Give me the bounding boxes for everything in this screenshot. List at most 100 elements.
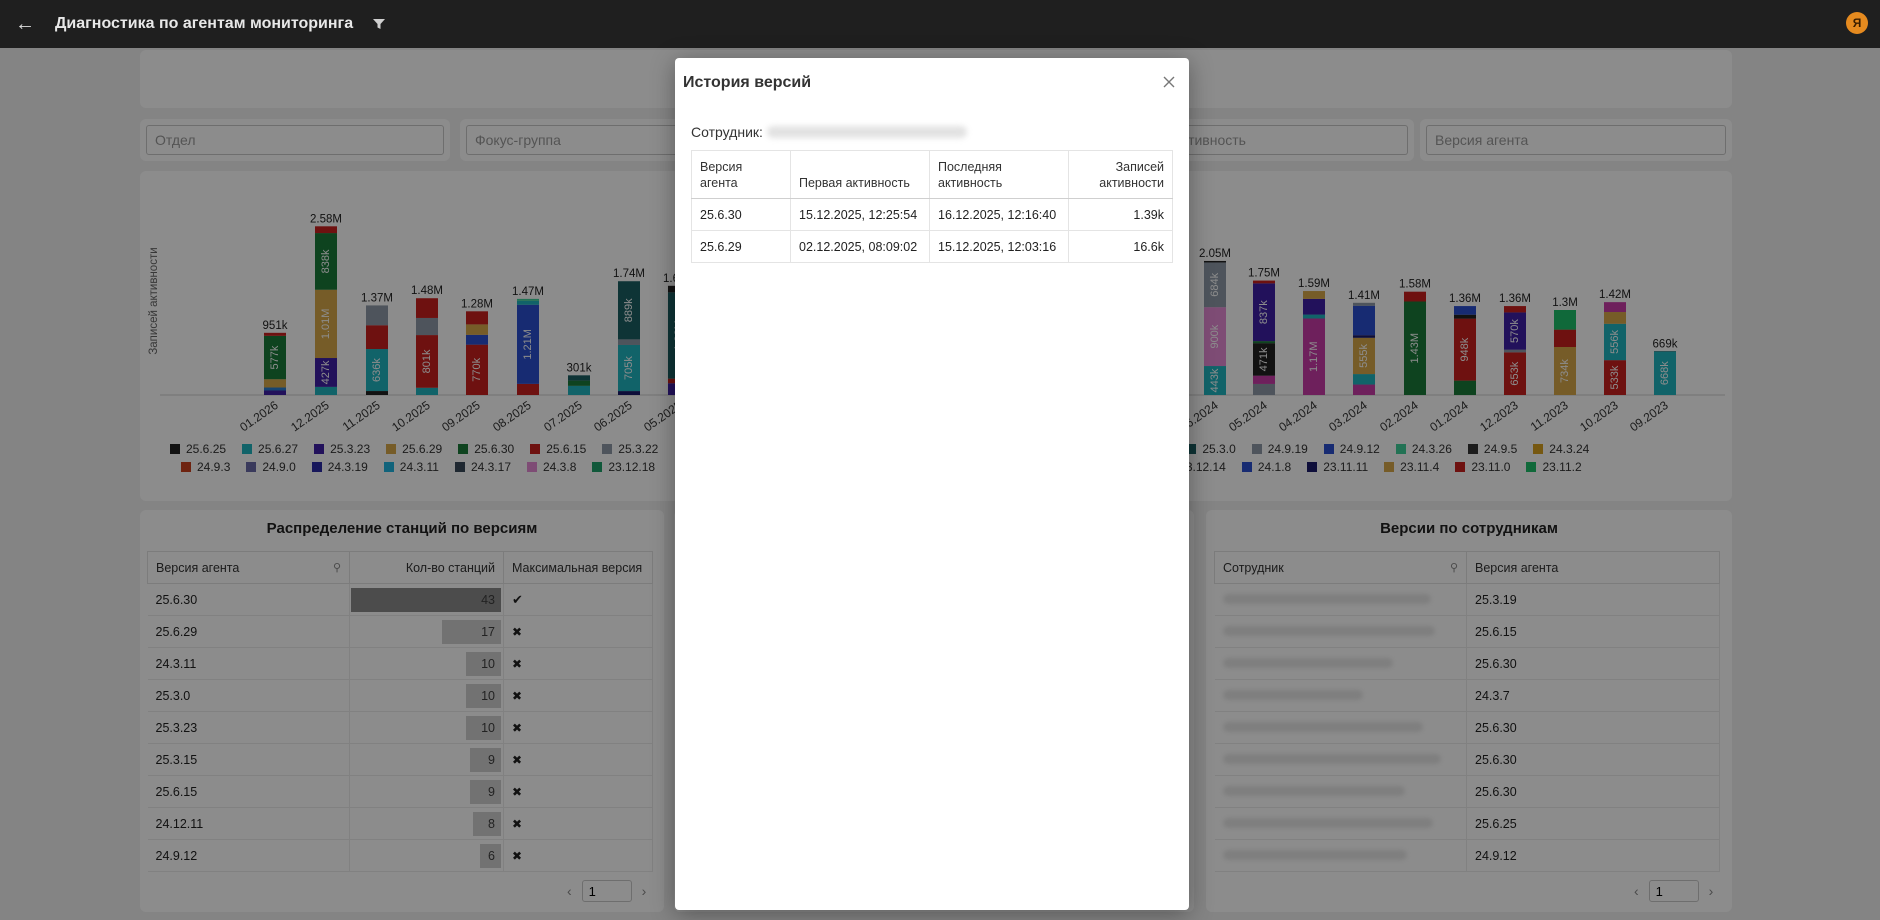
bar-segment[interactable] xyxy=(618,281,640,340)
bar-segment[interactable] xyxy=(1204,262,1226,308)
bar-segment[interactable] xyxy=(1303,318,1325,396)
bar-segment[interactable] xyxy=(366,325,388,350)
bar-segment[interactable] xyxy=(264,332,286,336)
search-icon[interactable]: ⚲ xyxy=(1449,561,1458,574)
table-row[interactable]: 24.3.7 xyxy=(1214,679,1720,712)
table-row[interactable]: 25.6.30 xyxy=(1214,775,1720,808)
bar-segment[interactable] xyxy=(1353,384,1375,395)
bar-segment[interactable] xyxy=(568,380,590,386)
legend-item[interactable]: 24.3.17 xyxy=(454,460,511,474)
next-page-icon[interactable]: › xyxy=(641,883,647,899)
legend-item[interactable]: 25.6.27 xyxy=(242,442,298,456)
table-row[interactable]: 24.9.12 xyxy=(1214,839,1720,872)
legend-item[interactable]: 23.11.0 xyxy=(1455,460,1510,474)
legend-item[interactable]: 24.3.11 xyxy=(383,460,439,474)
legend-item[interactable]: 24.9.0 xyxy=(246,460,296,474)
bar-segment[interactable] xyxy=(1353,335,1375,338)
bar-segment[interactable] xyxy=(1353,337,1375,375)
legend-item[interactable]: 24.9.12 xyxy=(1323,442,1380,456)
bar-segment[interactable] xyxy=(1454,314,1476,319)
bar-segment[interactable] xyxy=(315,233,337,290)
legend-item[interactable]: 24.3.8 xyxy=(527,460,576,474)
bar-segment[interactable] xyxy=(517,298,539,301)
bar-segment[interactable] xyxy=(618,344,640,392)
employees-page-input[interactable] xyxy=(1648,880,1699,902)
bar-segment[interactable] xyxy=(1353,374,1375,385)
legend-item[interactable]: 24.9.19 xyxy=(1251,442,1308,456)
stations-page-input[interactable] xyxy=(581,880,632,902)
bar-segment[interactable] xyxy=(1454,380,1476,395)
legend-item[interactable]: 24.3.24 xyxy=(1533,442,1589,456)
bar-segment[interactable] xyxy=(618,391,640,395)
prev-page-icon[interactable]: ‹ xyxy=(567,883,572,899)
bar-segment[interactable] xyxy=(466,334,488,345)
bar-segment[interactable] xyxy=(1404,291,1426,302)
bar-segment[interactable] xyxy=(1504,312,1526,350)
bar-segment[interactable] xyxy=(1554,310,1576,330)
bar-segment[interactable] xyxy=(517,383,539,395)
bar-segment[interactable] xyxy=(1604,302,1626,313)
stations-header-max[interactable]: Максимальная версия xyxy=(503,551,653,584)
bar-segment[interactable] xyxy=(315,289,337,359)
bar-segment[interactable] xyxy=(1504,352,1526,395)
bar-segment[interactable] xyxy=(1303,291,1325,299)
bar-segment[interactable] xyxy=(264,335,286,380)
legend-item[interactable]: 24.9.5 xyxy=(1467,442,1517,456)
stations-header-count[interactable]: Кол-во станций xyxy=(349,551,504,584)
bar-segment[interactable] xyxy=(1303,314,1325,319)
table-row[interactable]: 25.6.15 9 ✖ xyxy=(147,775,653,808)
header-first-activity[interactable]: Первая активность xyxy=(790,150,930,199)
bar-segment[interactable] xyxy=(1554,347,1576,395)
legend-item[interactable]: 23.11.4 xyxy=(1384,460,1439,474)
back-arrow-icon[interactable]: ← xyxy=(15,13,35,35)
bar-segment[interactable] xyxy=(466,311,488,325)
bar-segment[interactable] xyxy=(1654,351,1676,352)
bar-segment[interactable] xyxy=(366,305,388,326)
bar-segment[interactable] xyxy=(568,375,590,381)
bar-segment[interactable] xyxy=(466,344,488,395)
employees-header-version[interactable]: Версия агента xyxy=(1466,551,1720,584)
table-row[interactable]: 25.6.30 43 ✔ xyxy=(147,583,653,616)
bar-segment[interactable] xyxy=(1604,323,1626,361)
avatar[interactable]: Я xyxy=(1846,12,1868,34)
table-row[interactable]: 24.3.11 10 ✖ xyxy=(147,647,653,680)
header-version[interactable]: Версия агента xyxy=(691,150,791,199)
bar-segment[interactable] xyxy=(1404,301,1426,396)
legend-item[interactable]: 24.1.8 xyxy=(1241,460,1291,474)
bar-segment[interactable] xyxy=(416,387,438,395)
table-row[interactable]: 25.6.29 17 ✖ xyxy=(147,615,653,648)
prev-page-icon[interactable]: ‹ xyxy=(1634,883,1639,899)
search-icon[interactable]: ⚲ xyxy=(332,561,341,574)
bar-segment[interactable] xyxy=(366,349,388,392)
table-row[interactable]: 25.6.15 xyxy=(1214,615,1720,648)
legend-item[interactable]: 25.3.22 xyxy=(602,442,658,456)
bar-segment[interactable] xyxy=(366,391,388,395)
bar-segment[interactable] xyxy=(315,358,337,387)
filter-icon[interactable] xyxy=(369,14,389,34)
legend-item[interactable]: 24.9.3 xyxy=(181,460,230,474)
bar-segment[interactable] xyxy=(1604,360,1626,395)
legend-item[interactable]: 25.6.25 xyxy=(170,442,226,456)
table-row[interactable]: 24.12.11 8 ✖ xyxy=(147,807,653,840)
bar-segment[interactable] xyxy=(264,379,286,388)
table-row[interactable]: 25.6.30 xyxy=(1214,743,1720,776)
bar-segment[interactable] xyxy=(618,339,640,345)
bar-segment[interactable] xyxy=(1353,305,1375,336)
bar-segment[interactable] xyxy=(1554,329,1576,348)
legend-item[interactable]: 23.11.2 xyxy=(1526,460,1582,474)
bar-segment[interactable] xyxy=(466,324,488,335)
bar-segment[interactable] xyxy=(264,390,286,395)
legend-item[interactable]: 23.12.18 xyxy=(592,460,655,474)
bar-segment[interactable] xyxy=(1353,302,1375,306)
legend-item[interactable]: 25.6.30 xyxy=(458,442,514,456)
legend-item[interactable]: 25.3.23 xyxy=(314,442,370,456)
bar-segment[interactable] xyxy=(1654,351,1676,395)
bar-segment[interactable] xyxy=(517,300,539,305)
legend-item[interactable]: 25.6.15 xyxy=(530,442,586,456)
table-row[interactable]: 25.6.30 xyxy=(1214,711,1720,744)
close-icon[interactable] xyxy=(1159,72,1179,92)
bar-segment[interactable] xyxy=(1253,341,1275,344)
bar-segment[interactable] xyxy=(416,317,438,336)
bar-segment[interactable] xyxy=(1253,283,1275,342)
legend-item[interactable]: 25.6.29 xyxy=(386,442,442,456)
